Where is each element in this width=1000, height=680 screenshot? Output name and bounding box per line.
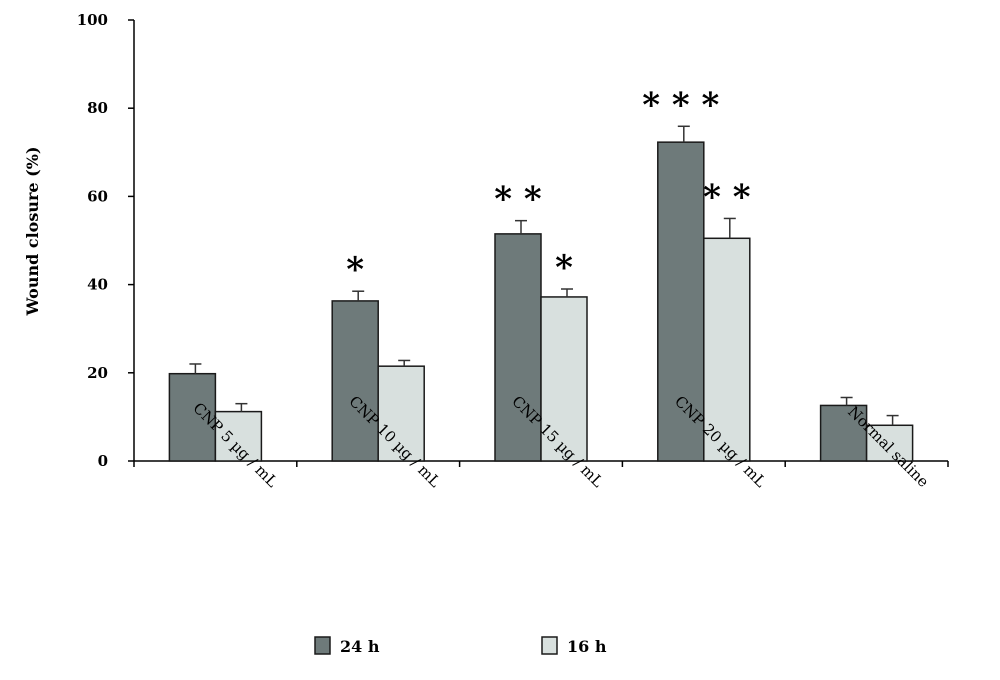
bars [168,125,914,462]
bar [494,233,542,462]
significance-marker: * [555,248,573,288]
significance-marker: * [346,250,364,290]
y-axis-label: Wound closure (%) [23,146,42,316]
y-tick-label: 0 [98,452,108,470]
axes: 0 20 40 60 80 100 [77,11,949,470]
y-tick-label: 60 [87,187,108,205]
legend: 24 h 16 h [314,636,607,656]
significance-marker: * * [494,180,542,220]
y-tick-label: 100 [77,11,108,29]
bar [865,424,914,462]
significance-marker: * * [703,177,751,217]
legend-swatch [314,636,331,655]
bar [214,410,263,462]
bar [331,300,379,462]
legend-label: 16 h [567,637,607,656]
legend-swatch [541,636,558,655]
bar [540,296,588,462]
y-tick-label: 20 [87,364,108,382]
y-tick-label: 40 [87,276,108,294]
significance-marker: * * * [642,85,719,125]
bar [703,237,751,462]
legend-label: 24 h [340,637,380,656]
y-tick-label: 80 [87,99,108,117]
labels: CNP 5 µg / mL*CNP 10 µg / mL* **CNP 15 µ… [23,85,933,491]
bar [377,365,425,462]
bar [657,141,705,462]
